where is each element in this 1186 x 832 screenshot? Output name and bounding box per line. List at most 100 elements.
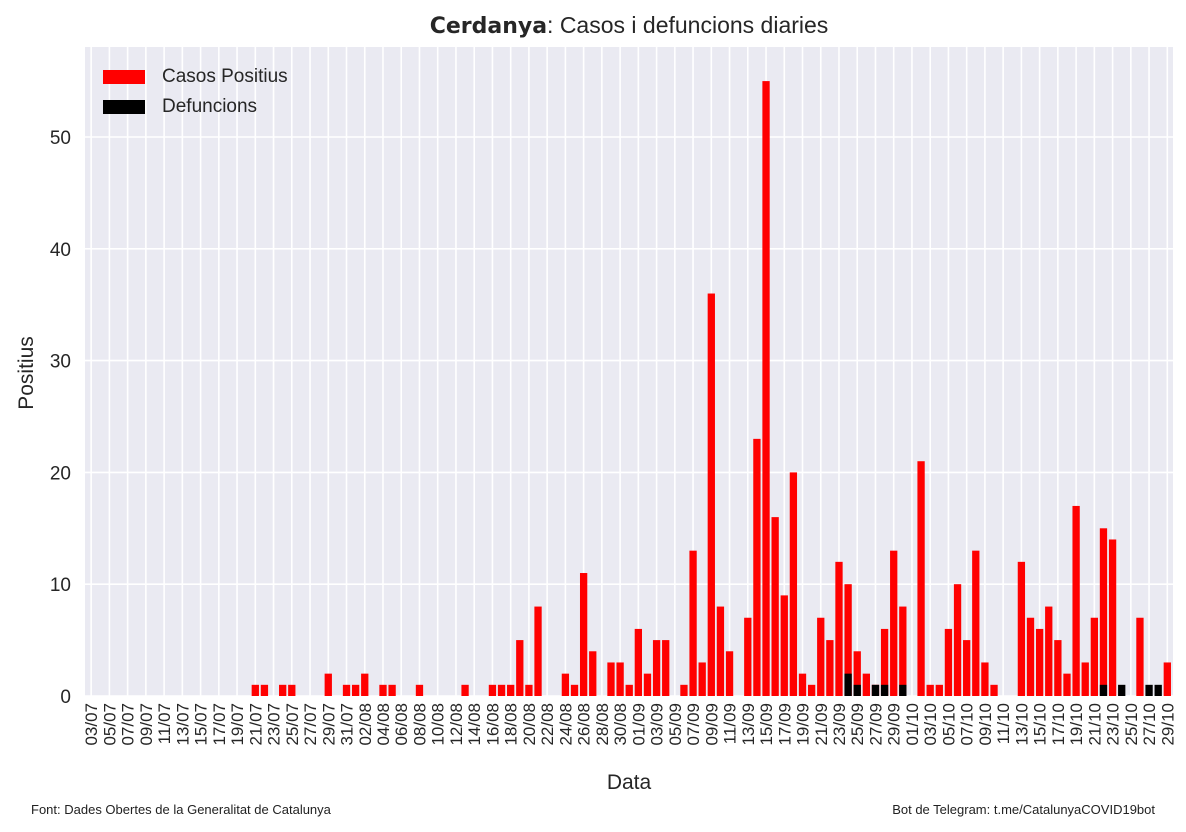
bar-casos [707, 293, 715, 696]
bar-casos [534, 606, 542, 696]
y-tick-label: 40 [50, 240, 71, 261]
x-tick-label: 22/08 [538, 703, 557, 746]
bar-casos [1017, 561, 1026, 696]
bar-casos [643, 673, 652, 696]
x-tick-label: 11/09 [721, 703, 740, 744]
bar-casos [616, 662, 624, 696]
x-tick-label: 03/07 [82, 703, 101, 746]
x-tick-label: 31/07 [338, 703, 357, 746]
bar-casos [351, 684, 360, 696]
bar-casos [826, 640, 834, 696]
bar-defuncions [1099, 684, 1108, 696]
x-tick-label: 21/10 [1085, 703, 1104, 746]
x-tick-label: 03/10 [921, 703, 940, 746]
bar-casos [342, 684, 351, 696]
x-tick-label: 05/10 [939, 703, 958, 746]
x-tick-label: 09/09 [702, 703, 721, 746]
bar-casos [379, 684, 387, 696]
bar-defuncions [871, 684, 880, 696]
bar-casos [516, 640, 524, 696]
bar-casos [716, 606, 725, 696]
x-tick-label: 07/10 [958, 703, 977, 746]
bar-casos [561, 673, 570, 696]
bar-casos [1026, 617, 1035, 696]
bar-casos [1099, 528, 1108, 696]
bar-casos [935, 684, 943, 696]
bar-casos [361, 673, 369, 696]
bar-casos [251, 684, 259, 696]
bar-casos [917, 461, 925, 696]
x-tick-label: 06/08 [392, 703, 411, 746]
bar-casos [607, 662, 615, 696]
bar-casos [662, 640, 670, 696]
bar-casos [780, 595, 788, 696]
legend-item-defuncions: Defuncions [103, 92, 288, 122]
bar-casos [725, 651, 734, 696]
bar-casos [990, 684, 998, 696]
bar-casos [880, 628, 889, 696]
bar-defuncions [899, 684, 907, 696]
y-tick-label: 30 [50, 352, 71, 373]
x-tick-label: 13/10 [1012, 703, 1031, 746]
bar-casos [689, 550, 697, 696]
x-tick-label: 28/08 [593, 703, 612, 746]
bar-defuncions [853, 684, 861, 696]
bar-casos [789, 472, 798, 696]
legend-label-casos: Casos Positius [162, 66, 288, 87]
bar-casos [926, 684, 934, 696]
bar-casos [1163, 662, 1171, 696]
x-tick-label: 29/10 [1158, 703, 1177, 746]
x-tick-label: 18/08 [502, 703, 521, 746]
x-tick-label: 15/09 [757, 703, 776, 746]
bar-casos [853, 651, 861, 696]
bar-casos [1054, 640, 1062, 696]
x-tick-label: 11/07 [155, 703, 174, 744]
x-tick-labels: 03/07 05/07 07/07 09/07 11/07 13/07 15/07 17/07… [82, 703, 1177, 746]
bar-casos [507, 684, 515, 696]
x-tick-label: 25/07 [283, 703, 302, 746]
x-tick-label: 26/08 [575, 703, 594, 746]
x-tick-label: 25/10 [1122, 703, 1141, 746]
bar-casos [288, 684, 296, 696]
x-tick-label: 19/09 [794, 703, 813, 746]
bar-casos [260, 684, 269, 696]
footer-source: Font: Dades Obertes de la Generalitat de… [31, 802, 331, 817]
y-tick-labels: 0 10 20 30 40 50 [50, 128, 71, 708]
x-tick-label: 07/07 [119, 703, 138, 746]
legend: Casos Positius Defuncions [103, 62, 288, 122]
bar-casos [1081, 662, 1089, 696]
x-tick-label: 09/10 [976, 703, 995, 746]
legend-swatch-casos [103, 70, 145, 84]
y-tick-label: 50 [50, 128, 71, 149]
bar-casos [798, 673, 807, 696]
bar-casos [525, 684, 533, 696]
bar-casos [1045, 606, 1053, 696]
bar-defuncions [880, 684, 889, 696]
bar-defuncions [1154, 684, 1162, 696]
chart-title-text: : Casos i defuncions diaries [547, 12, 829, 38]
bar-casos [415, 684, 424, 696]
bar-casos [890, 550, 898, 696]
x-tick-label: 17/10 [1049, 703, 1068, 746]
bar-casos [1063, 673, 1071, 696]
y-tick-label: 0 [60, 687, 71, 708]
x-tick-label: 21/07 [246, 703, 265, 746]
bars [251, 81, 1171, 697]
bar-casos [762, 81, 770, 697]
x-axis-label: Data [607, 771, 652, 794]
bar-casos [963, 640, 971, 696]
bar-defuncions [1118, 684, 1126, 696]
bar-casos [753, 438, 761, 696]
bar-casos [388, 684, 396, 696]
bar-defuncions [844, 673, 852, 696]
x-tick-label: 17/09 [775, 703, 794, 746]
bar-casos [279, 684, 287, 696]
x-tick-label: 12/08 [447, 703, 466, 746]
bar-casos [497, 684, 506, 696]
x-tick-label: 05/07 [100, 703, 119, 746]
bar-casos [953, 584, 962, 696]
bar-casos [744, 617, 752, 696]
x-tick-label: 19/10 [1067, 703, 1086, 746]
x-tick-label: 08/08 [410, 703, 429, 746]
